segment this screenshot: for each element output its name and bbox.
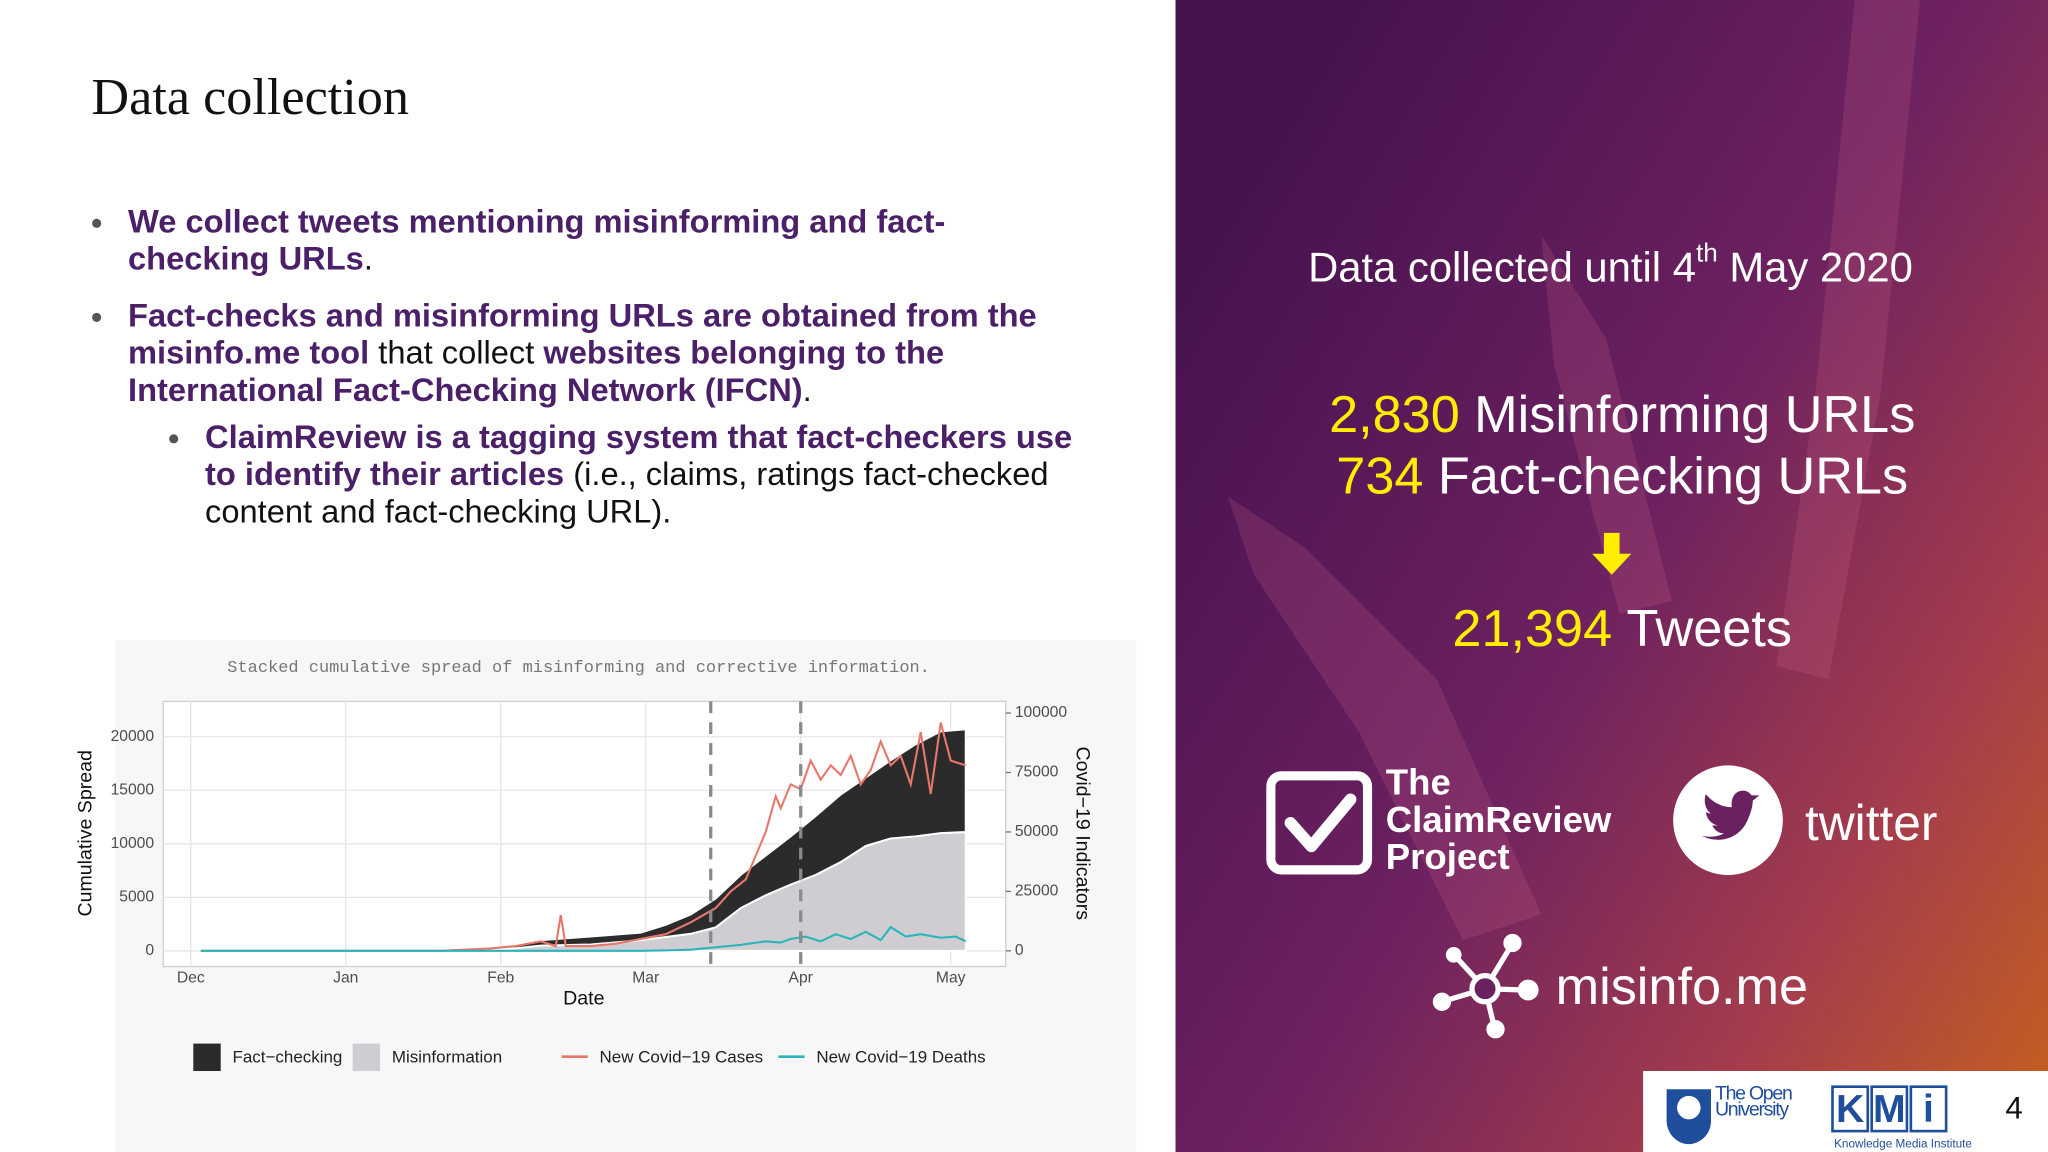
y2-tick-label: 25000 bbox=[1015, 883, 1059, 900]
kmi-box bbox=[1909, 1085, 1948, 1133]
claimreview-icon bbox=[1266, 771, 1373, 875]
legend-label: New Covid−19 Cases bbox=[600, 1047, 764, 1066]
misinfo-text: misinfo.me bbox=[1556, 958, 1809, 1016]
bullet-list: We collect tweets mentioning misinformin… bbox=[92, 202, 1072, 529]
kmi-letter: M bbox=[1873, 1088, 1906, 1131]
date-part: Data collected until 4 bbox=[1308, 243, 1696, 290]
y-tick-label: 15000 bbox=[111, 781, 155, 798]
bullet-line: content and fact-checking URL). bbox=[205, 492, 671, 529]
x-tick-label: Dec bbox=[177, 969, 205, 986]
stacked-area bbox=[200, 728, 967, 952]
claimreview-text: ClaimReview bbox=[1386, 799, 1612, 840]
date-part: th bbox=[1696, 238, 1718, 268]
stat-line: 734 Fact-checking URLs bbox=[1336, 447, 1908, 505]
claimreview-text: Project bbox=[1386, 836, 1510, 877]
y2-tick-label: 100000 bbox=[1015, 704, 1068, 721]
kmi-box bbox=[1870, 1085, 1909, 1133]
plain-text: (i.e., claims, ratings fact-checked bbox=[564, 455, 1048, 492]
slide-title: Data collection bbox=[91, 68, 409, 126]
bullet-dot bbox=[92, 312, 102, 322]
legend-label: Misinformation bbox=[392, 1047, 502, 1066]
stat-number: 2,830 bbox=[1329, 386, 1460, 444]
legend-swatch bbox=[352, 1043, 381, 1072]
plain-text: . bbox=[364, 239, 373, 276]
y-tick-label: 0 bbox=[145, 942, 154, 959]
bullet-line: International Fact-Checking Network (IFC… bbox=[128, 370, 812, 407]
y-axis-title: Cumulative Spread bbox=[74, 750, 96, 917]
claimreview-check bbox=[1284, 793, 1357, 853]
x-tick-label: Mar bbox=[632, 969, 659, 986]
chart: Stacked cumulative spread of misinformin… bbox=[74, 659, 1093, 1072]
stat-label: Tweets bbox=[1627, 600, 1792, 658]
misinfo-icon bbox=[1432, 933, 1539, 1039]
plain-text: that collect bbox=[369, 333, 543, 370]
emphasis-text: misinfo.me tool bbox=[128, 333, 369, 370]
bullet-line: Fact-checks and misinforming URLs are ob… bbox=[128, 296, 1037, 333]
emphasis-text: websites belonging to the bbox=[542, 333, 944, 370]
x-tick-label: May bbox=[936, 969, 966, 986]
ou-text: University bbox=[1715, 1098, 1789, 1120]
y2-tick-label: 50000 bbox=[1015, 823, 1059, 840]
legend-swatch bbox=[193, 1043, 221, 1072]
y2-tick-label: 0 bbox=[1015, 942, 1024, 959]
y2-axis-title: Covid−19 Indicators bbox=[1071, 747, 1093, 921]
plain-text: . bbox=[803, 370, 812, 407]
date-part: May 2020 bbox=[1718, 243, 1913, 290]
right-panel bbox=[1175, 0, 2048, 1152]
page-number: 4 bbox=[2005, 1090, 2022, 1125]
legend-label: Fact−checking bbox=[232, 1047, 342, 1066]
emphasis-text: checking URLs bbox=[128, 239, 364, 276]
y2-tick-label: 75000 bbox=[1015, 764, 1059, 781]
x-tick-label: Feb bbox=[487, 969, 514, 986]
twitter-text: twitter bbox=[1805, 795, 1937, 851]
x-tick-label: Jan bbox=[333, 969, 358, 986]
stat-number: 21,394 bbox=[1452, 600, 1612, 658]
x-tick-label: Apr bbox=[789, 969, 813, 986]
indicator-line bbox=[200, 925, 967, 952]
twitter-bird bbox=[1701, 790, 1760, 840]
stat-label: Fact-checking URLs bbox=[1438, 447, 1908, 505]
stat-line: 2,830 Misinforming URLs bbox=[1329, 386, 1915, 444]
bullet-line: We collect tweets mentioning misinformin… bbox=[128, 202, 945, 239]
stat-number: 734 bbox=[1336, 447, 1423, 505]
ou-text: The Open bbox=[1715, 1083, 1792, 1105]
stat-line: 21,394 Tweets bbox=[1452, 600, 1792, 658]
bullet-line: checking URLs. bbox=[128, 239, 373, 276]
emphasis-text: Fact-checks and misinforming URLs are ob… bbox=[128, 296, 1037, 333]
down-arrow bbox=[1592, 532, 1632, 575]
summary-panel: Data collected until 4th May 2020 2,830 Mi… bbox=[1308, 238, 1937, 1016]
claimreview-text: The bbox=[1386, 762, 1451, 803]
plain-text: content and fact-checking URL). bbox=[205, 492, 671, 529]
kmi-letter: K bbox=[1836, 1088, 1864, 1131]
emphasis-text: ClaimReview is a tagging system that fac… bbox=[205, 417, 1072, 454]
bullet-line: to identify their articles (i.e., claims… bbox=[205, 455, 1048, 492]
bullet-line: misinfo.me tool that collect websites be… bbox=[128, 333, 944, 370]
kmi-letter: i bbox=[1923, 1088, 1934, 1131]
hands-decoration bbox=[1227, 0, 1920, 941]
y-tick-label: 5000 bbox=[119, 888, 154, 905]
ou-shield-dot bbox=[1677, 1095, 1701, 1120]
kmi-name: Knowledge Media Institute bbox=[1834, 1137, 1972, 1150]
kmi-box bbox=[1831, 1085, 1870, 1133]
bullet-line: ClaimReview is a tagging system that fac… bbox=[205, 417, 1072, 454]
bullet-dot bbox=[169, 434, 179, 444]
bullet-dot bbox=[92, 218, 102, 228]
y-tick-label: 10000 bbox=[111, 835, 155, 852]
x-axis-title: Date bbox=[563, 987, 604, 1009]
chart-title: Stacked cumulative spread of misinformin… bbox=[227, 659, 930, 678]
y-tick-label: 20000 bbox=[111, 728, 155, 745]
legend-label: New Covid−19 Deaths bbox=[816, 1047, 985, 1066]
indicator-line bbox=[200, 722, 967, 952]
emphasis-text: International Fact-Checking Network (IFC… bbox=[128, 370, 803, 407]
emphasis-text: to identify their articles bbox=[205, 455, 564, 492]
date-note: Data collected until 4th May 2020 bbox=[1308, 238, 1913, 291]
stat-label: Misinforming URLs bbox=[1474, 386, 1915, 444]
emphasis-text: We collect tweets mentioning misinformin… bbox=[128, 202, 945, 239]
